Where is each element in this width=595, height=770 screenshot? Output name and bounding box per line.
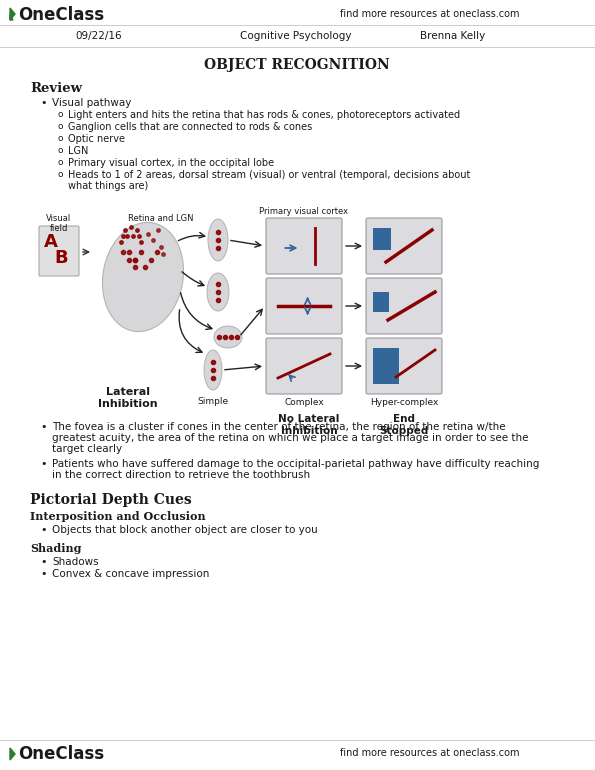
Text: OneClass: OneClass [18,745,104,763]
Text: target clearly: target clearly [52,444,122,454]
Text: A: A [44,233,58,251]
Text: 09/22/16: 09/22/16 [75,31,121,41]
Text: No Lateral
Inhibition: No Lateral Inhibition [278,414,340,436]
Text: Review: Review [30,82,82,95]
Text: what things are): what things are) [68,181,148,191]
Text: greatest acuity, the area of the retina on which we place a target image in orde: greatest acuity, the area of the retina … [52,433,528,443]
Text: Brenna Kelly: Brenna Kelly [420,31,486,41]
Text: in the correct direction to retrieve the toothbrush: in the correct direction to retrieve the… [52,470,310,480]
Text: Shading: Shading [30,543,82,554]
Text: End
Stopped: End Stopped [380,414,428,436]
Text: Primary visual cortex, in the occipital lobe: Primary visual cortex, in the occipital … [68,158,274,168]
FancyBboxPatch shape [266,338,342,394]
Text: Objects that block another object are closer to you: Objects that block another object are cl… [52,525,318,535]
Text: o: o [58,158,64,167]
Text: Heads to 1 of 2 areas, dorsal stream (visual) or ventral (temporal, decisions ab: Heads to 1 of 2 areas, dorsal stream (vi… [68,170,471,180]
Text: Ganglion cells that are connected to rods & cones: Ganglion cells that are connected to rod… [68,122,312,132]
Text: •: • [40,459,46,469]
Text: •: • [40,525,46,535]
Text: o: o [58,146,64,155]
Text: Lateral
Inhibition: Lateral Inhibition [98,387,158,409]
Text: Hyper-complex: Hyper-complex [370,398,438,407]
FancyBboxPatch shape [39,226,79,276]
FancyBboxPatch shape [366,278,442,334]
FancyBboxPatch shape [366,338,442,394]
Text: Complex: Complex [284,398,324,407]
Text: •: • [40,569,46,579]
FancyBboxPatch shape [266,218,342,274]
Text: B: B [54,249,68,267]
Ellipse shape [204,350,222,390]
Text: o: o [58,170,64,179]
Ellipse shape [207,273,229,311]
Ellipse shape [102,223,183,332]
Text: Patients who have suffered damage to the occipital-parietal pathway have difficu: Patients who have suffered damage to the… [52,459,540,469]
Text: Optic nerve: Optic nerve [68,134,125,144]
FancyBboxPatch shape [266,278,342,334]
Polygon shape [10,8,15,20]
Text: o: o [58,122,64,131]
Ellipse shape [208,219,228,261]
Text: OneClass: OneClass [18,6,104,24]
FancyBboxPatch shape [366,218,442,274]
Text: o: o [58,134,64,143]
Text: Retina and LGN: Retina and LGN [128,214,193,223]
Polygon shape [10,748,15,760]
Text: LGN: LGN [68,146,89,156]
Text: OBJECT RECOGNITION: OBJECT RECOGNITION [204,58,390,72]
Text: Interposition and Occlusion: Interposition and Occlusion [30,511,206,522]
Text: o: o [58,110,64,119]
Ellipse shape [214,326,242,348]
Bar [373,228,391,250]
Text: Visual pathway: Visual pathway [52,98,131,108]
Text: •: • [40,98,46,108]
Text: The fovea is a cluster if cones in the center of the retina, the region of the r: The fovea is a cluster if cones in the c… [52,422,506,432]
Bar [373,348,399,384]
Text: •: • [40,422,46,432]
Bar [373,292,389,312]
Text: Pictorial Depth Cues: Pictorial Depth Cues [30,493,192,507]
Polygon shape [10,14,13,20]
Text: find more resources at oneclass.com: find more resources at oneclass.com [340,748,519,758]
Text: Light enters and hits the retina that has rods & cones, photoreceptors activated: Light enters and hits the retina that ha… [68,110,460,120]
Text: Shadows: Shadows [52,557,99,567]
Text: Cognitive Psychology: Cognitive Psychology [240,31,352,41]
Text: Primary visual cortex: Primary visual cortex [259,207,349,216]
Text: •: • [40,557,46,567]
Text: find more resources at oneclass.com: find more resources at oneclass.com [340,9,519,19]
Text: Simple: Simple [198,397,228,406]
Text: Convex & concave impression: Convex & concave impression [52,569,209,579]
Text: Visual
field: Visual field [46,214,71,233]
